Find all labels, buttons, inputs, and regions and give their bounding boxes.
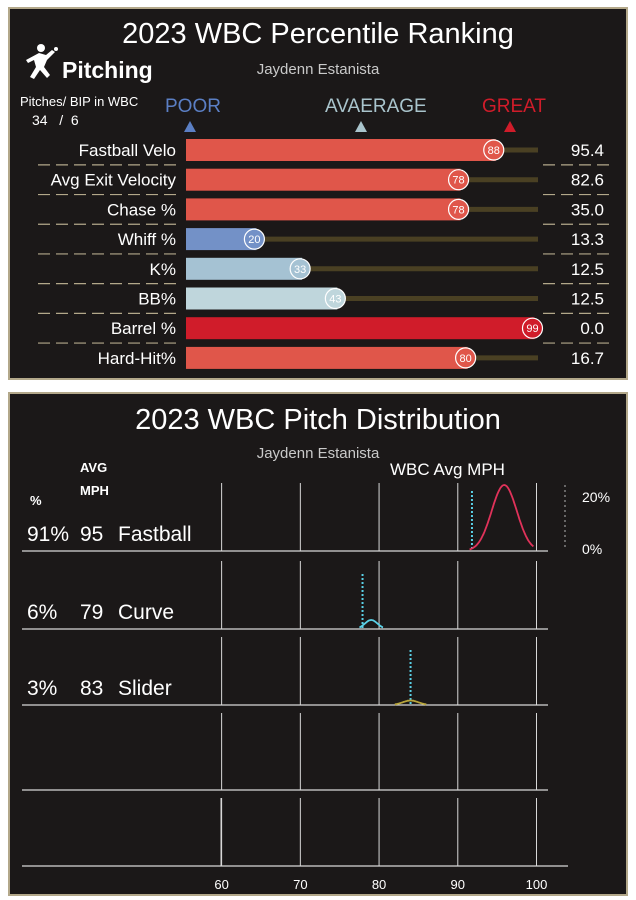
percentile-bar bbox=[186, 257, 303, 280]
percentile-marker bbox=[289, 258, 311, 280]
percentile-marker bbox=[324, 287, 346, 310]
density-tick-bottom: 0% bbox=[582, 541, 603, 557]
metric-stat-value: 35.0 bbox=[571, 200, 604, 219]
section-label: Pitching bbox=[62, 57, 153, 83]
pitch-distribution-panel bbox=[8, 392, 628, 896]
bip-count: 6 bbox=[70, 112, 79, 128]
metric-stat-value: 16.7 bbox=[571, 349, 604, 368]
distribution-player-name: Jaydenn Estanista bbox=[256, 445, 380, 462]
density-curve bbox=[394, 699, 427, 706]
metric-stat-value: 12.5 bbox=[571, 290, 604, 309]
pitch-usage-pct: 91% bbox=[27, 523, 70, 546]
percentile-title: 2023 WBC Percentile Ranking bbox=[122, 18, 514, 50]
x-tick-label: 90 bbox=[451, 877, 465, 892]
avg-column-header: AVG bbox=[80, 460, 108, 475]
density-curve bbox=[359, 619, 384, 629]
percentile-marker bbox=[455, 347, 477, 369]
metric-label: Fastball Velo bbox=[79, 141, 176, 160]
pitch-avg-mph: 95 bbox=[80, 523, 104, 546]
percentile-marker bbox=[447, 198, 470, 220]
percentile-value-label: 33 bbox=[294, 264, 306, 276]
pitch-usage-pct: 3% bbox=[27, 677, 58, 700]
percentile-marker bbox=[521, 317, 544, 339]
pitches-count: 34 bbox=[32, 112, 48, 128]
metric-label: Avg Exit Velocity bbox=[51, 171, 177, 190]
percentile-value-label: 80 bbox=[459, 353, 471, 365]
pitch-avg-mph: 79 bbox=[80, 601, 104, 624]
percentile-value-label: 20 bbox=[248, 234, 260, 246]
percentile-bar bbox=[186, 228, 257, 251]
pitch-name: Fastball bbox=[118, 523, 192, 546]
x-tick-label: 100 bbox=[526, 877, 548, 892]
percentile-bar bbox=[186, 198, 461, 221]
metric-label: BB% bbox=[138, 290, 176, 309]
metric-label: Hard-Hit% bbox=[98, 349, 176, 368]
bip-separator: / bbox=[59, 112, 64, 128]
metric-stat-value: 95.4 bbox=[571, 141, 604, 160]
percentile-bar bbox=[186, 168, 461, 191]
pitch-usage-pct: 6% bbox=[27, 601, 58, 624]
pitch-name: Slider bbox=[118, 677, 172, 700]
metric-stat-value: 0.0 bbox=[580, 319, 604, 338]
density-curve bbox=[469, 484, 534, 551]
poor-arrow-icon bbox=[184, 121, 196, 132]
distribution-title: 2023 WBC Pitch Distribution bbox=[135, 404, 501, 436]
scale-great-label: GREAT bbox=[482, 96, 547, 117]
x-tick-label: 60 bbox=[214, 877, 228, 892]
percentile-value-label: 78 bbox=[452, 204, 464, 216]
pct-column-header: % bbox=[30, 493, 42, 508]
scale-poor-label: POOR bbox=[165, 96, 221, 117]
mph-column-header: MPH bbox=[80, 483, 109, 498]
bip-label: Pitches/ BIP in WBC bbox=[20, 94, 139, 109]
great-arrow-icon bbox=[504, 121, 516, 132]
percentile-marker bbox=[483, 139, 505, 161]
metric-label: Barrel % bbox=[111, 319, 176, 338]
metric-stat-value: 12.5 bbox=[571, 260, 604, 279]
metric-label: Chase % bbox=[107, 200, 176, 219]
percentile-value-label: 43 bbox=[329, 294, 341, 306]
scale-average-label: AVAERAGE bbox=[325, 96, 427, 117]
player-name: Jaydenn Estanista bbox=[256, 61, 380, 78]
percentile-marker bbox=[243, 228, 265, 250]
percentile-value-label: 99 bbox=[526, 323, 538, 335]
metric-label: Whiff % bbox=[118, 230, 176, 249]
pitch-name: Curve bbox=[118, 601, 175, 624]
x-tick-label: 70 bbox=[293, 877, 307, 892]
metric-stat-value: 13.3 bbox=[571, 230, 604, 249]
average-arrow-icon bbox=[355, 121, 367, 132]
percentile-bar bbox=[186, 287, 338, 310]
percentile-value-label: 78 bbox=[452, 175, 464, 187]
percentile-value-label: 88 bbox=[488, 145, 500, 157]
metric-stat-value: 82.6 bbox=[571, 171, 604, 190]
percentile-bar bbox=[186, 346, 468, 369]
density-tick-top: 20% bbox=[582, 489, 611, 505]
percentile-chart: 88 Fastball Velo 95.4 78 Avg Exit Velocity 82… bbox=[38, 139, 610, 369]
x-tick-label: 80 bbox=[372, 877, 386, 892]
pitcher-icon bbox=[26, 44, 58, 79]
pitch-avg-mph: 83 bbox=[80, 677, 104, 700]
metric-label: K% bbox=[150, 260, 176, 279]
wbc-avg-label: WBC Avg MPH bbox=[390, 460, 505, 479]
percentile-marker bbox=[447, 169, 470, 191]
bip-values: 34 / 6 bbox=[32, 112, 79, 128]
percentile-bar bbox=[186, 139, 496, 161]
percentile-bar bbox=[186, 317, 535, 340]
